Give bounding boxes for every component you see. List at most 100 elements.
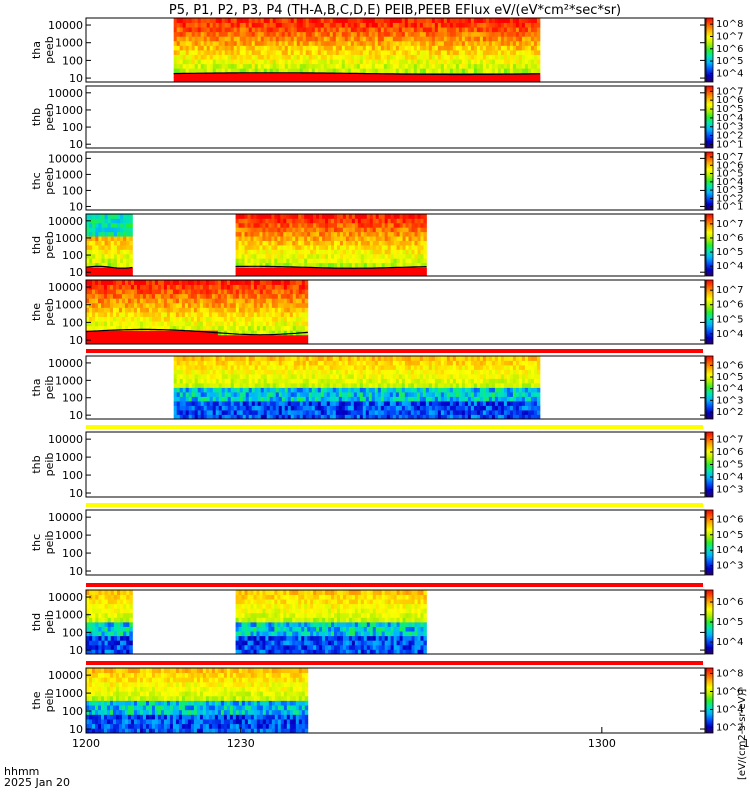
spectrogram-cell: [380, 356, 385, 361]
spectrogram-cell: [359, 401, 364, 406]
spectrogram-cell: [262, 316, 267, 322]
spacecraft-potential-line: [85, 328, 308, 336]
spectrogram-cell: [416, 40, 421, 46]
spectrogram-cell: [179, 410, 184, 415]
spectrogram-cell: [287, 387, 292, 393]
spectrogram-cell: [365, 45, 370, 51]
spectrogram-cell: [194, 31, 199, 37]
spectrogram-cell: [293, 22, 298, 28]
spectrogram-cell: [254, 378, 259, 384]
spectrogram-cell: [112, 284, 117, 290]
spectrogram-cell: [151, 312, 156, 317]
spectrogram-cell: [256, 307, 261, 313]
spectrogram-cell: [431, 27, 436, 33]
spectrogram-cell: [304, 298, 309, 304]
spectrogram-cell: [206, 387, 211, 393]
spectrogram-cell: [369, 262, 374, 268]
spectrogram-cell: [109, 312, 114, 317]
spectrogram-cell: [193, 330, 198, 336]
spectrogram-cell: [293, 410, 298, 415]
spectrogram-cell: [332, 405, 337, 411]
spectrogram-cell: [173, 410, 178, 415]
spectrogram-cell: [203, 72, 208, 78]
spectrogram-cell: [341, 392, 346, 397]
spectrogram-cell: [194, 50, 199, 55]
spectrogram-cell: [329, 22, 334, 28]
spectrogram-cell: [500, 50, 505, 55]
spectrogram-cell: [443, 18, 448, 23]
spectrogram-cell: [179, 356, 184, 361]
spectrogram-cell: [380, 392, 385, 397]
spectrogram-cell: [350, 405, 355, 411]
spectrogram-cell: [182, 360, 187, 366]
spectrogram-cell: [296, 36, 301, 42]
spectrogram-cell: [353, 378, 358, 384]
spectrogram-cell: [307, 231, 311, 237]
colorbar-tick-label: 10^7: [716, 86, 743, 97]
spectrogram-cell: [308, 68, 313, 74]
spectrogram-cell: [419, 77, 424, 83]
spectrogram-cell: [281, 356, 286, 361]
spectrogram-cell: [301, 339, 306, 345]
spectrogram-cell: [178, 302, 183, 308]
spectrogram-cell: [133, 298, 138, 304]
spectrogram-cell: [396, 222, 401, 228]
spectrogram-cell: [224, 365, 229, 370]
spectrogram-cell: [272, 72, 277, 78]
spectrogram-cell: [274, 298, 279, 304]
spectrogram-cell: [142, 289, 147, 295]
spectrogram-cell: [362, 410, 367, 415]
spectrogram-cell: [398, 68, 403, 74]
spectrogram-cell: [148, 280, 153, 285]
spectrogram-cell: [407, 40, 412, 46]
spectrogram-cell: [139, 334, 144, 340]
spectrogram-cell: [428, 40, 433, 46]
spectrogram-cell: [188, 18, 193, 23]
spectrogram-cell: [215, 405, 220, 411]
spectrogram-cell: [268, 321, 273, 327]
spectrogram-cell: [494, 54, 499, 60]
spectrogram-cell: [203, 374, 208, 379]
spectrogram-cell: [326, 396, 331, 402]
spectrogram-cell: [274, 316, 279, 322]
spectrogram-cell: [308, 383, 313, 388]
spectrogram-cell: [136, 334, 141, 340]
spectrogram-cell: [342, 218, 347, 224]
spectrogram-cell: [305, 414, 310, 420]
spectrogram-cell: [175, 293, 180, 299]
spectrogram-cell: [230, 356, 235, 361]
spectrogram-cell: [203, 414, 208, 420]
spectrogram-cell: [293, 374, 298, 379]
spectrogram-cell: [530, 59, 535, 65]
spectrogram-cell: [357, 236, 362, 241]
spectrogram-cell: [411, 267, 415, 272]
spectrogram-cell: [536, 40, 541, 46]
spectrogram-cell: [184, 284, 189, 290]
spectrogram-cell: [92, 245, 96, 250]
spectrogram-cell: [354, 271, 359, 277]
spectrogram-cell: [399, 214, 403, 219]
spectrogram-cell: [200, 387, 205, 393]
spectrogram-cell: [272, 59, 277, 65]
spectrogram-cell: [515, 68, 520, 74]
spectrogram-cell: [332, 387, 337, 393]
spectrogram-cell: [338, 18, 343, 23]
spectrogram-cell: [338, 414, 343, 420]
spectrogram-cell: [387, 240, 392, 246]
spectrogram-cell: [476, 27, 481, 33]
spectrogram-cell: [124, 302, 129, 308]
spectrogram-cell: [107, 227, 112, 233]
spectrogram-cell: [305, 36, 310, 42]
spectrogram-cell: [218, 77, 223, 83]
spectrogram-cell: [106, 302, 111, 308]
spectrogram-cell: [345, 240, 350, 246]
spectrogram-cell: [268, 271, 272, 277]
spectrogram-cell: [272, 50, 277, 55]
spectrogram-cell: [157, 330, 162, 336]
spectrogram-cell: [232, 321, 237, 327]
spectrogram-cell: [185, 45, 190, 51]
spectrogram-cell: [356, 396, 361, 402]
spectrogram-cell: [392, 63, 397, 69]
spectrogram-cell: [271, 267, 275, 272]
spectrogram-cell: [197, 383, 202, 388]
